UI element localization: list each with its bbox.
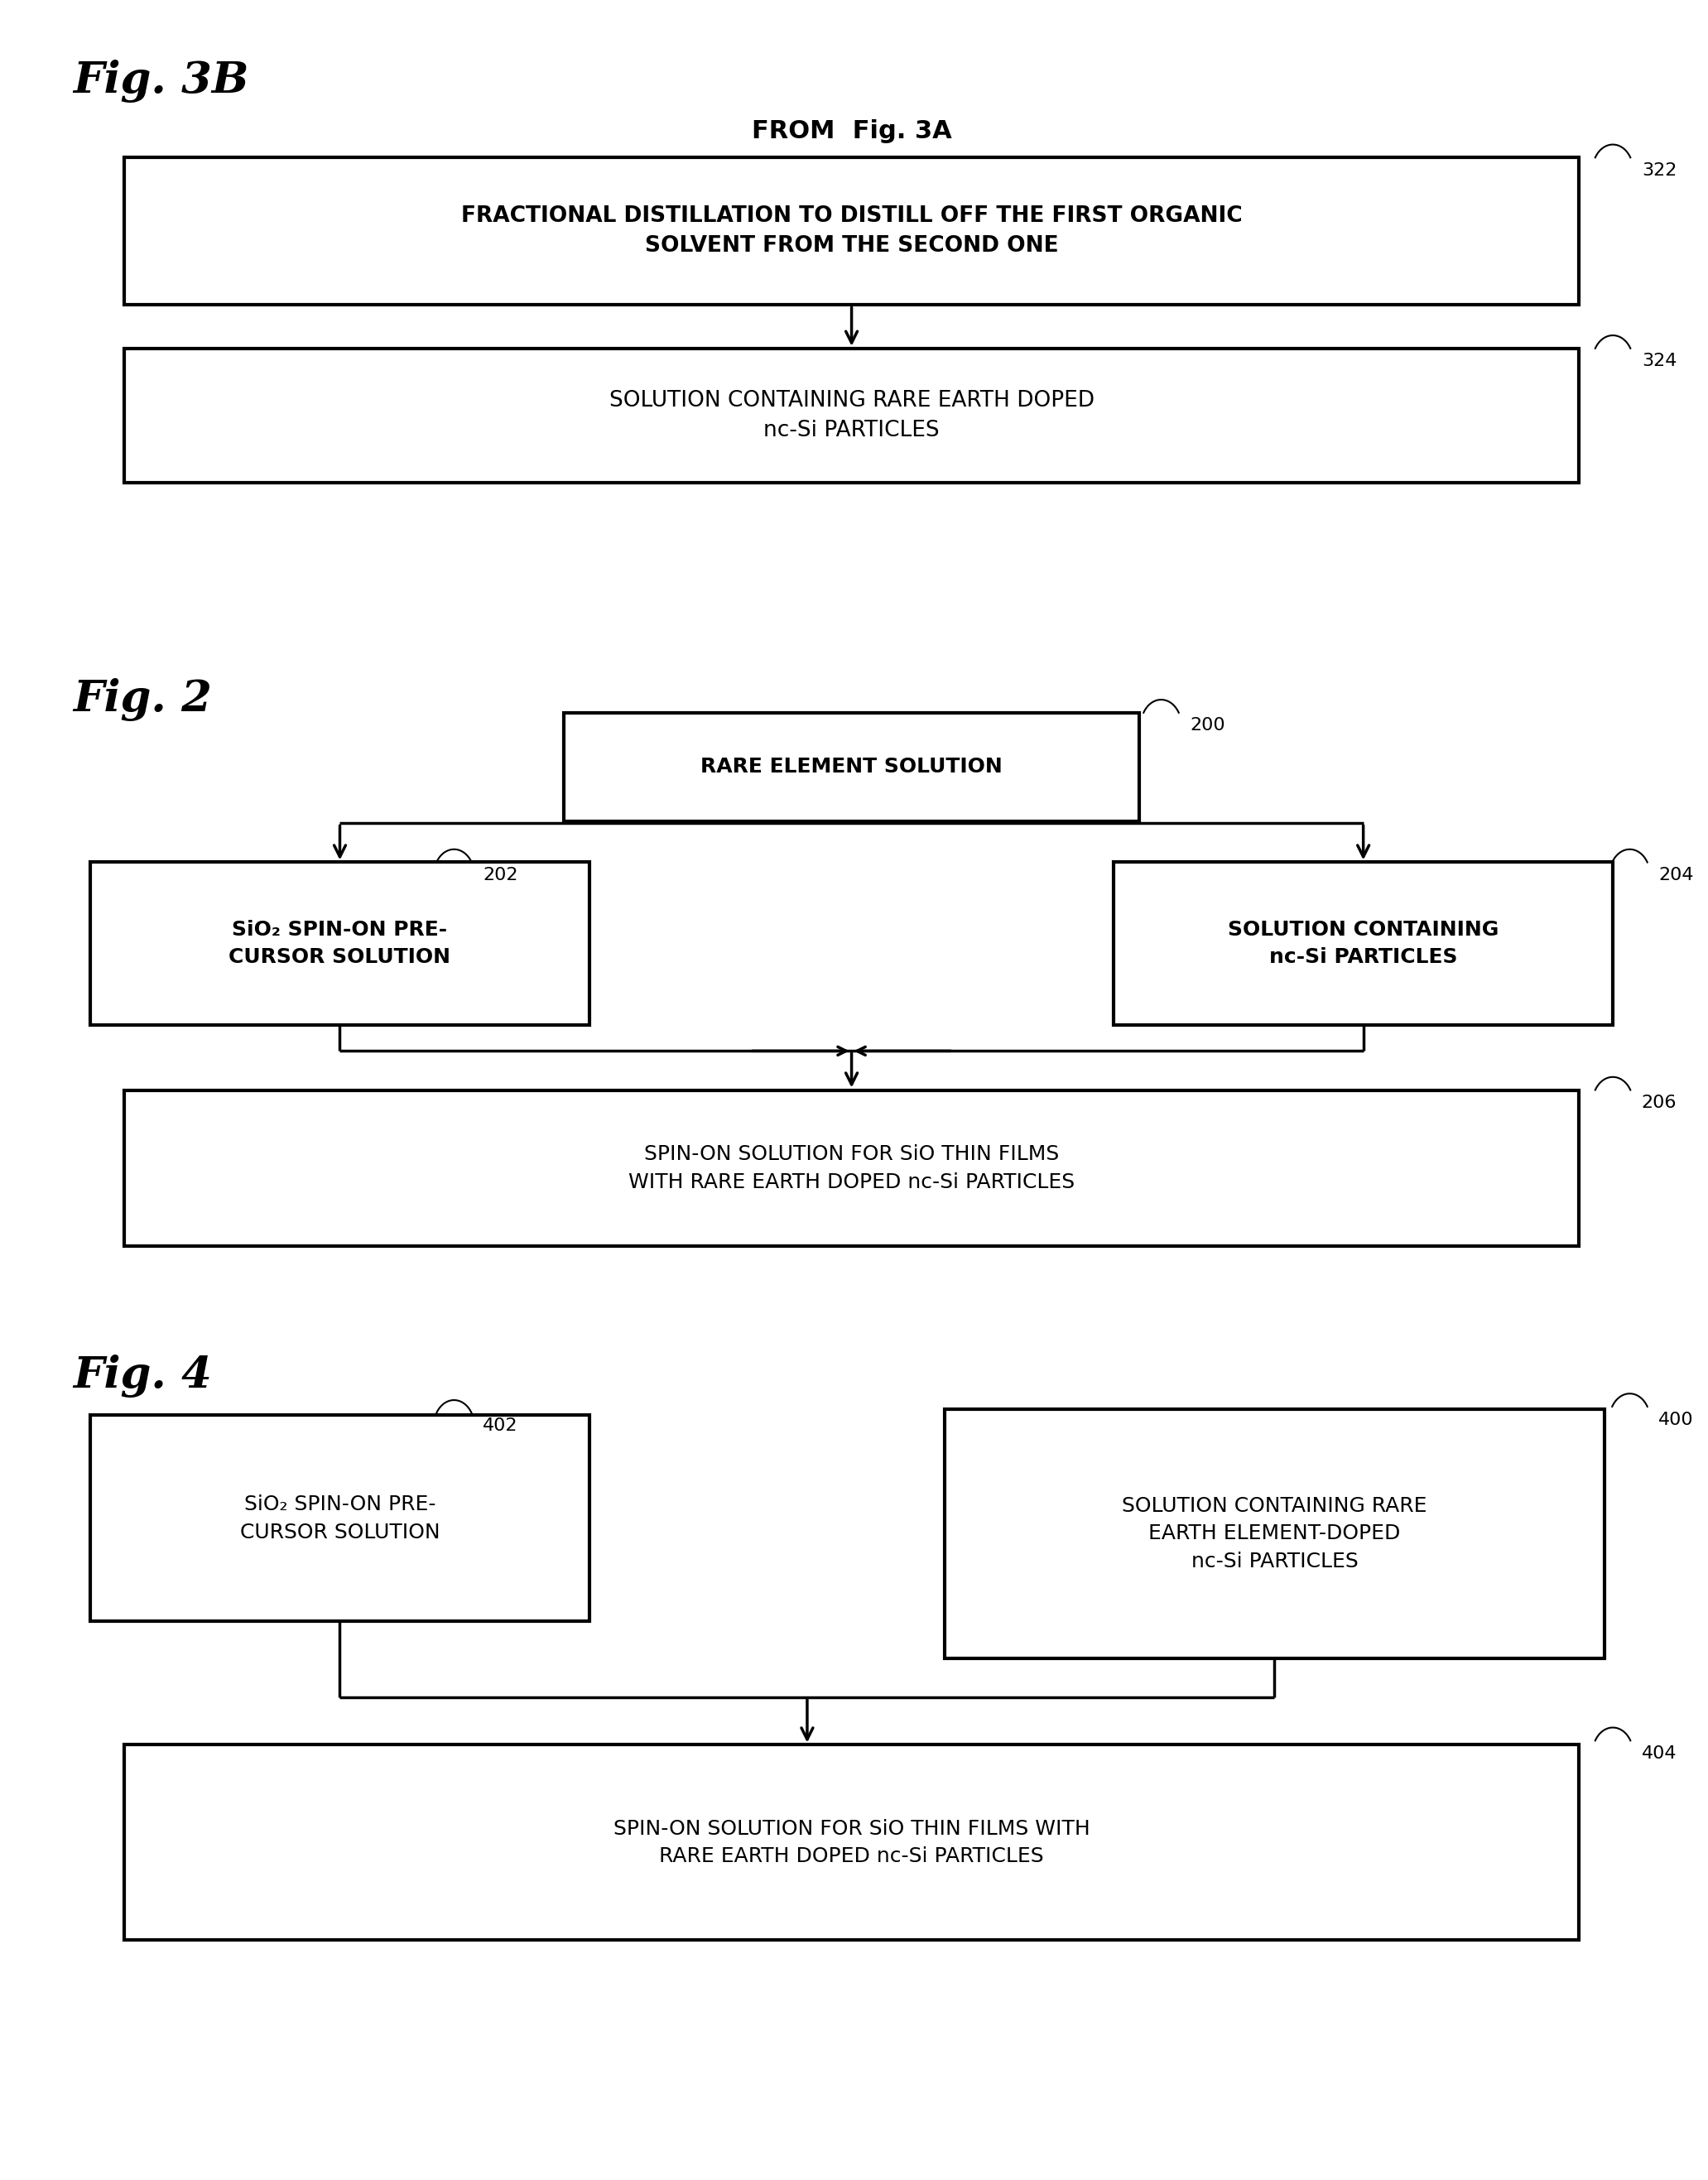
Text: SPIN-ON SOLUTION FOR SiO THIN FILMS
WITH RARE EARTH DOPED nc-Si PARTICLES: SPIN-ON SOLUTION FOR SiO THIN FILMS WITH… [629, 1144, 1074, 1192]
Text: 402: 402 [483, 1417, 518, 1434]
Text: SPIN-ON SOLUTION FOR SiO THIN FILMS WITH
RARE EARTH DOPED nc-Si PARTICLES: SPIN-ON SOLUTION FOR SiO THIN FILMS WITH… [613, 1818, 1090, 1866]
Text: 202: 202 [483, 868, 518, 883]
Text: SOLUTION CONTAINING RARE EARTH DOPED
nc-Si PARTICLES: SOLUTION CONTAINING RARE EARTH DOPED nc-… [610, 390, 1095, 440]
FancyBboxPatch shape [91, 1415, 589, 1622]
Text: SiO₂ SPIN-ON PRE-
CURSOR SOLUTION: SiO₂ SPIN-ON PRE- CURSOR SOLUTION [239, 1495, 441, 1541]
Text: 204: 204 [1658, 868, 1694, 883]
FancyBboxPatch shape [125, 1090, 1578, 1247]
FancyBboxPatch shape [1114, 863, 1612, 1025]
Text: FROM  Fig. 3A: FROM Fig. 3A [752, 120, 951, 144]
Text: SOLUTION CONTAINING
nc-Si PARTICLES: SOLUTION CONTAINING nc-Si PARTICLES [1228, 920, 1500, 968]
FancyBboxPatch shape [125, 349, 1578, 482]
Text: RARE ELEMENT SOLUTION: RARE ELEMENT SOLUTION [700, 756, 1003, 776]
FancyBboxPatch shape [91, 863, 589, 1025]
FancyBboxPatch shape [125, 157, 1578, 305]
Text: 206: 206 [1641, 1094, 1677, 1112]
Text: 200: 200 [1190, 717, 1225, 735]
Text: 400: 400 [1658, 1410, 1694, 1428]
Text: FRACTIONAL DISTILLATION TO DISTILL OFF THE FIRST ORGANIC
SOLVENT FROM THE SECOND: FRACTIONAL DISTILLATION TO DISTILL OFF T… [461, 205, 1242, 257]
FancyBboxPatch shape [945, 1408, 1604, 1659]
FancyBboxPatch shape [125, 1744, 1578, 1940]
Text: SOLUTION CONTAINING RARE
EARTH ELEMENT-DOPED
nc-Si PARTICLES: SOLUTION CONTAINING RARE EARTH ELEMENT-D… [1122, 1495, 1428, 1572]
Text: Fig. 4: Fig. 4 [73, 1354, 212, 1397]
Text: Fig. 3B: Fig. 3B [73, 61, 249, 102]
Text: 322: 322 [1641, 161, 1677, 179]
Text: Fig. 2: Fig. 2 [73, 678, 212, 722]
Text: 324: 324 [1641, 353, 1677, 371]
FancyBboxPatch shape [564, 713, 1139, 822]
Text: SiO₂ SPIN-ON PRE-
CURSOR SOLUTION: SiO₂ SPIN-ON PRE- CURSOR SOLUTION [229, 920, 451, 968]
Text: 404: 404 [1641, 1746, 1677, 1761]
